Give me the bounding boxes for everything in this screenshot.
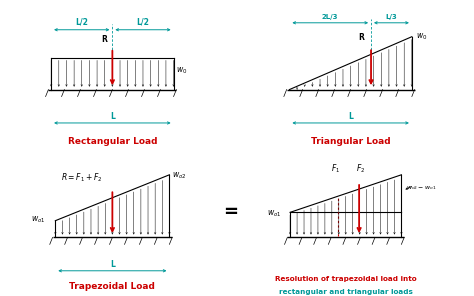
Text: Trapezoidal Load: Trapezoidal Load	[69, 282, 155, 291]
Text: rectangular and triangular loads: rectangular and triangular loads	[279, 289, 413, 295]
Text: $R = F_1 + F_2$: $R = F_1 + F_2$	[61, 171, 102, 184]
Text: =: =	[223, 203, 238, 221]
Text: $w_{o1}$: $w_{o1}$	[267, 208, 282, 219]
Text: L: L	[348, 112, 353, 121]
Text: R: R	[358, 33, 364, 42]
Text: $w_{o2}$: $w_{o2}$	[172, 171, 187, 181]
Text: L: L	[110, 260, 115, 269]
Text: L/3: L/3	[385, 14, 397, 20]
Text: L: L	[110, 112, 115, 121]
Text: L/2: L/2	[137, 18, 149, 27]
Text: $w_{o2}-w_{o1}$: $w_{o2}-w_{o1}$	[406, 184, 436, 192]
Text: R: R	[101, 35, 107, 44]
Text: 2L/3: 2L/3	[322, 14, 338, 20]
Text: Rectangular Load: Rectangular Load	[68, 137, 157, 146]
Text: Triangular Load: Triangular Load	[311, 137, 391, 146]
Text: $w_0$: $w_0$	[176, 65, 188, 76]
Text: Resolution of trapezoidal load into: Resolution of trapezoidal load into	[275, 276, 417, 282]
Text: $F_1$: $F_1$	[330, 163, 340, 175]
Text: $F_2$: $F_2$	[356, 163, 365, 175]
Text: $w_{o1}$: $w_{o1}$	[31, 214, 46, 225]
Text: $w_0$: $w_0$	[416, 31, 428, 42]
Text: L/2: L/2	[75, 18, 88, 27]
